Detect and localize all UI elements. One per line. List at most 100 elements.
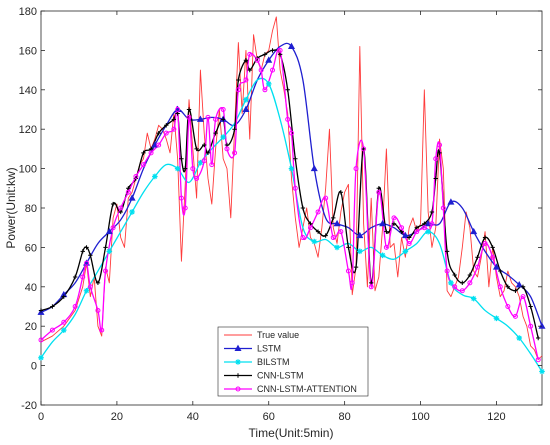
- series-marker: [254, 57, 260, 63]
- series-marker: [334, 244, 340, 251]
- legend-label: CNN-LSTM: [257, 371, 304, 381]
- series-marker: [505, 284, 511, 289]
- x-tick-label: 20: [111, 411, 123, 423]
- series-marker: [49, 327, 55, 333]
- series-marker: [361, 146, 367, 152]
- series-marker: [220, 107, 226, 112]
- series-marker: [338, 190, 344, 195]
- legend-marker: [235, 386, 241, 392]
- series-marker: [493, 315, 500, 322]
- legend-label: True value: [257, 330, 299, 340]
- series-marker: [50, 304, 55, 309]
- series-marker: [383, 244, 389, 250]
- series-marker: [182, 205, 188, 211]
- series-marker: [83, 287, 90, 294]
- series-marker: [292, 185, 298, 191]
- series-marker: [429, 209, 435, 215]
- series-marker: [80, 249, 85, 254]
- series-marker: [353, 166, 359, 172]
- legend-label: BILSTM: [257, 357, 290, 367]
- series-marker: [402, 248, 409, 255]
- series-marker: [323, 195, 329, 201]
- series-marker: [482, 235, 488, 240]
- y-tick-label: 40: [25, 282, 37, 294]
- series-marker: [353, 264, 359, 270]
- series-marker: [307, 225, 313, 231]
- series-marker: [421, 225, 427, 231]
- series-marker: [235, 87, 241, 93]
- series-marker: [333, 219, 341, 227]
- legend-marker: [234, 344, 242, 351]
- series-marker: [288, 165, 295, 172]
- series-marker: [338, 229, 344, 235]
- series-marker: [95, 307, 101, 313]
- series-marker: [171, 126, 177, 132]
- series-marker: [399, 225, 405, 231]
- series-marker: [213, 116, 219, 122]
- series-marker: [186, 114, 192, 120]
- series-marker: [300, 205, 306, 211]
- series-marker: [243, 58, 249, 63]
- series-marker: [475, 255, 480, 260]
- series-marker: [148, 150, 154, 156]
- series-marker: [513, 288, 518, 293]
- series-marker: [179, 156, 184, 161]
- series-marker: [103, 245, 108, 250]
- series-marker: [293, 156, 298, 161]
- x-tick-label: 80: [339, 411, 351, 423]
- series-marker: [125, 189, 131, 195]
- y-tick-label: 180: [19, 6, 37, 18]
- series-marker: [174, 165, 181, 172]
- series-marker: [310, 164, 318, 172]
- series-marker: [224, 146, 230, 152]
- series-marker: [361, 146, 366, 152]
- series-marker: [232, 150, 238, 156]
- series-marker: [201, 158, 207, 164]
- series-marker: [330, 235, 336, 241]
- series-marker: [401, 231, 409, 239]
- series-marker: [156, 130, 161, 136]
- series-marker: [497, 284, 503, 290]
- series-marker: [243, 96, 249, 103]
- series-marker: [262, 87, 268, 93]
- series-marker: [289, 130, 294, 136]
- legend-label: CNN-LSTM-ATTENTION: [257, 384, 357, 394]
- series-marker: [414, 229, 420, 235]
- series-marker: [38, 354, 44, 361]
- series-marker: [247, 51, 253, 57]
- legend: True value LSTM BILSTM CNN-LSTM CNN-LSTM-ATT…: [217, 326, 369, 397]
- series-marker: [444, 249, 450, 254]
- series-marker: [349, 280, 355, 286]
- series-marker: [178, 195, 184, 201]
- series-marker: [470, 295, 477, 302]
- series-marker: [205, 150, 211, 156]
- series-marker: [262, 52, 268, 57]
- legend-marker: [235, 373, 241, 378]
- series-marker: [357, 248, 363, 255]
- series-marker: [520, 284, 526, 289]
- series-marker: [270, 67, 276, 73]
- series-marker: [106, 248, 113, 255]
- series-marker: [88, 253, 93, 258]
- series-marker: [492, 263, 500, 270]
- series-marker: [105, 227, 113, 235]
- series-marker: [406, 240, 412, 246]
- series-marker: [391, 221, 397, 226]
- legend-marker: [235, 359, 241, 365]
- series-marker: [87, 284, 93, 290]
- series-marker: [243, 77, 249, 83]
- series-marker: [331, 215, 336, 221]
- series-marker: [538, 322, 546, 329]
- series-marker: [129, 209, 135, 215]
- series-marker: [61, 294, 66, 299]
- series-marker: [447, 198, 455, 205]
- series-marker: [315, 209, 321, 215]
- x-tick-label: 120: [487, 411, 505, 423]
- series-marker: [220, 117, 226, 122]
- y-tick-label: 80: [25, 203, 37, 215]
- series-marker: [110, 225, 116, 231]
- y-tick-label: 160: [19, 45, 37, 57]
- series-marker: [197, 159, 204, 166]
- series-marker: [460, 280, 465, 286]
- series-line-true-value: [40, 16, 543, 361]
